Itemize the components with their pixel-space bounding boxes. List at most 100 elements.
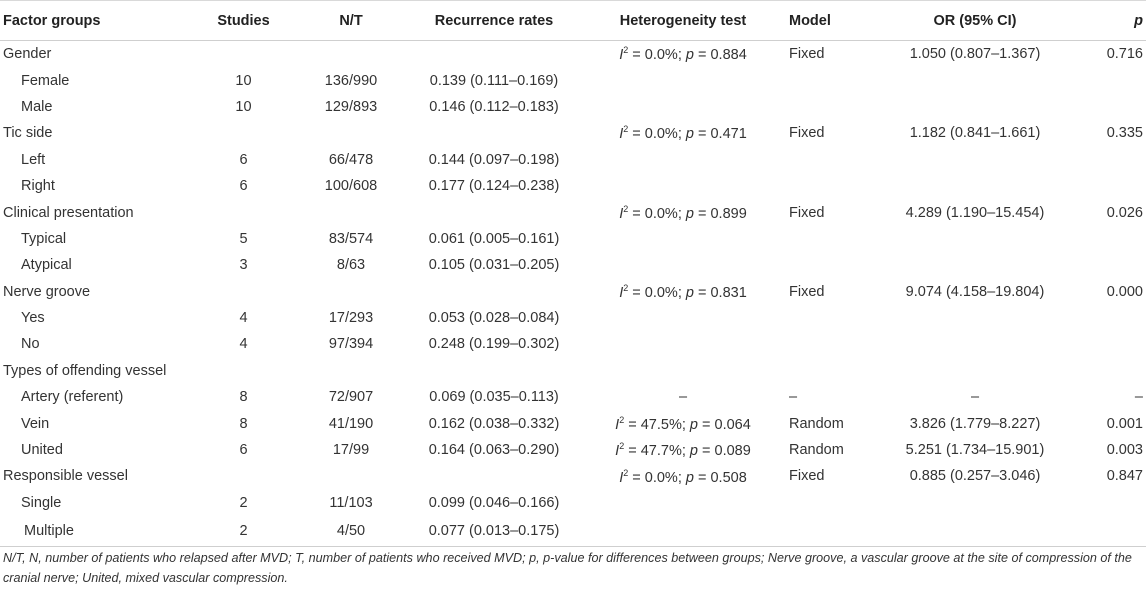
model-cell <box>783 516 886 548</box>
p-value-cell: 0.716 <box>1106 46 1143 63</box>
studies-cell <box>190 41 297 68</box>
nt-cell <box>297 199 405 225</box>
model-cell: Random <box>789 442 844 459</box>
model-cell: Fixed <box>789 46 825 63</box>
header-heterogeneity-test: Heterogeneity test <box>583 0 783 41</box>
studies-cell: 10 <box>235 98 252 115</box>
factor-cell: Female <box>21 72 70 89</box>
i-squared-value: = 0.0%; <box>632 469 686 486</box>
header-recurrence-rates: Recurrence rates <box>405 0 583 41</box>
header-factor-groups: Factor groups <box>0 0 190 41</box>
table-row: Atypical 3 8/63 0.105 (0.031–0.205) <box>0 252 1146 278</box>
factor-cell: Typical <box>21 230 67 247</box>
table-row: Types of offending vessel <box>0 358 1146 384</box>
table-footnote: N/T, N, number of patients who relapsed … <box>3 551 1132 585</box>
or-ci-cell <box>886 490 1064 516</box>
recurrence-rate-cell: 0.177 (0.124–0.238) <box>428 178 560 195</box>
table-row: Male 10 129/893 0.146 (0.112–0.183) <box>0 94 1146 120</box>
recurrence-rate-cell: 0.105 (0.031–0.205) <box>428 257 560 274</box>
i-squared-symbol: I <box>619 126 624 143</box>
heterogeneity-cell <box>583 358 783 384</box>
or-ci-cell <box>886 67 1064 93</box>
nt-cell: 136/990 <box>324 72 378 89</box>
i-squared-symbol: I <box>619 205 624 222</box>
model-cell: Fixed <box>789 283 825 300</box>
factor-cell: Yes <box>21 310 45 327</box>
recurrence-rate-cell <box>405 199 583 225</box>
heterogeneity-cell: I2 = 0.0%; p = 0.831 <box>583 279 783 305</box>
p-symbol: p <box>689 442 703 459</box>
heterogeneity-p-value: = 0.089 <box>702 442 751 459</box>
nt-cell: 17/293 <box>328 310 374 327</box>
nt-cell: 11/103 <box>329 494 373 511</box>
recurrence-rate-cell: 0.077 (0.013–0.175) <box>405 516 583 548</box>
p-value-cell <box>1064 147 1146 173</box>
nt-cell: 129/893 <box>324 98 378 115</box>
or-ci-cell: 1.050 (0.807–1.367) <box>909 46 1041 63</box>
or-ci-cell: 9.074 (4.158–19.804) <box>905 283 1045 300</box>
table-row: Yes 4 17/293 0.053 (0.028–0.084) <box>0 305 1146 331</box>
recurrence-rate-cell <box>405 463 583 489</box>
recurrence-rate-cell: 0.069 (0.035–0.113) <box>429 389 559 406</box>
p-value-cell <box>1064 516 1146 548</box>
or-ci-cell <box>886 173 1064 199</box>
model-cell <box>783 490 886 516</box>
studies-cell: 2 <box>190 516 297 548</box>
recurrence-rate-cell: 0.139 (0.111–0.169) <box>429 72 559 89</box>
p-value-cell: – <box>1134 389 1143 406</box>
p-symbol: p <box>685 47 698 64</box>
recurrence-rate-cell <box>405 41 583 68</box>
p-value-cell: 0.001 <box>1106 415 1143 432</box>
factor-cell: Right <box>21 178 55 195</box>
i-squared-symbol: I <box>615 416 620 433</box>
p-value-cell: 0.000 <box>1106 283 1143 300</box>
factor-cell: Nerve groove <box>3 283 91 300</box>
heterogeneity-cell: I2 = 47.7%; p = 0.089 <box>583 437 783 463</box>
table-body: Gender I2 = 0.0%; p = 0.884 Fixed 1.050 (0.… <box>0 41 1146 548</box>
studies-cell <box>190 279 297 305</box>
heterogeneity-cell <box>583 226 783 252</box>
heterogeneity-p-value: = 0.471 <box>697 126 747 143</box>
table-row: Responsible vessel I2 = 0.0%; p = 0.508 Fi… <box>0 463 1146 489</box>
recurrence-rate-cell <box>405 120 583 146</box>
heterogeneity-cell: I2 = 0.0%; p = 0.508 <box>583 463 783 489</box>
or-ci-cell <box>886 516 1064 548</box>
header-p: p <box>1064 0 1146 41</box>
factor-cell: Multiple <box>0 516 190 548</box>
p-symbol: p <box>685 205 698 222</box>
nt-cell: 8/63 <box>336 257 366 274</box>
studies-cell: 2 <box>239 494 248 511</box>
i-squared-value: = 47.7%; <box>628 442 690 459</box>
studies-cell: 6 <box>239 178 248 195</box>
i-squared-value: = 0.0%; <box>632 205 686 222</box>
p-value-cell <box>1064 358 1146 384</box>
heterogeneity-cell: I2 = 0.0%; p = 0.471 <box>583 120 783 146</box>
table-row: Vein 8 41/190 0.162 (0.038–0.332) I2 = 47.5%… <box>0 410 1146 436</box>
factor-cell: Vein <box>21 415 50 432</box>
factor-cell: Male <box>21 98 53 115</box>
p-value-cell <box>1064 94 1146 120</box>
heterogeneity-p-value: = 0.064 <box>702 416 751 433</box>
recurrence-rate-cell: 0.099 (0.046–0.166) <box>428 494 560 511</box>
nt-cell: 4/50 <box>297 516 405 548</box>
or-ci-cell <box>886 358 1064 384</box>
recurrence-rate-cell <box>405 358 583 384</box>
recurrence-rate-cell: 0.061 (0.005–0.161) <box>428 230 560 247</box>
header-row: Factor groups Studies N/T Recurrence rat… <box>0 0 1146 41</box>
model-cell <box>783 252 886 278</box>
i-squared-value: = 0.0%; <box>632 126 686 143</box>
heterogeneity-cell: I2 = 47.5%; p = 0.064 <box>583 410 783 436</box>
recurrence-rate-cell: 0.144 (0.097–0.198) <box>428 151 560 168</box>
nt-cell: 17/99 <box>332 442 370 459</box>
table-row: Nerve groove I2 = 0.0%; p = 0.831 Fixed 9.0… <box>0 279 1146 305</box>
superscript-two: 2 <box>623 124 629 135</box>
table-row: Gender I2 = 0.0%; p = 0.884 Fixed 1.050 (0.… <box>0 41 1146 68</box>
studies-cell: 8 <box>239 389 248 406</box>
studies-cell: 6 <box>239 442 248 459</box>
heterogeneity-p-value: = 0.884 <box>697 47 747 64</box>
model-cell <box>783 331 886 357</box>
or-ci-cell: 3.826 (1.779–8.227) <box>909 415 1041 432</box>
p-value-cell: 0.026 <box>1106 204 1143 221</box>
p-value-cell <box>1064 173 1146 199</box>
model-cell: Fixed <box>789 468 825 485</box>
